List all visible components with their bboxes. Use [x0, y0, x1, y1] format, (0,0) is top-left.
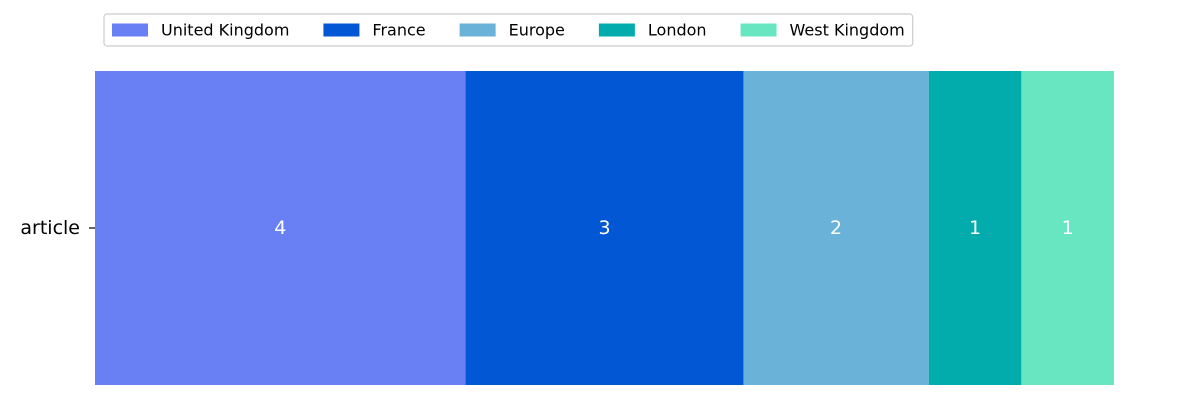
bar-segment-europe — [743, 71, 929, 385]
legend: United Kingdom France Europe London West Kin… — [103, 13, 914, 47]
bar-segment-west-kingdom — [1021, 71, 1114, 385]
legend-swatch-united-kingdom — [112, 23, 148, 37]
y-tick-label-article: article — [20, 217, 80, 239]
data-label-europe: 2 — [830, 217, 842, 239]
bar-segment-united-kingdom — [95, 71, 466, 385]
data-label-united-kingdom: 4 — [274, 217, 286, 239]
legend-label-west-kingdom: West Kingdom — [790, 21, 905, 40]
data-label-west-kingdom: 1 — [1062, 217, 1074, 239]
data-label-london: 1 — [969, 217, 981, 239]
legend-label-france: France — [372, 21, 425, 40]
y-axis: article — [20, 217, 95, 239]
legend-label-united-kingdom: United Kingdom — [161, 21, 289, 40]
bar-segment-london — [928, 71, 1022, 385]
data-label-france: 3 — [598, 217, 610, 239]
legend-swatch-france — [323, 23, 360, 37]
legend-frame — [103, 13, 914, 47]
legend-label-europe: Europe — [509, 21, 565, 40]
legend-swatch-europe — [459, 23, 496, 37]
plot-area: 4 3 2 1 1 — [95, 71, 1114, 385]
legend-swatch-london — [598, 23, 635, 37]
bar-segment-france — [465, 71, 744, 385]
legend-label-london: London — [648, 21, 707, 40]
legend-swatch-west-kingdom — [740, 23, 777, 37]
